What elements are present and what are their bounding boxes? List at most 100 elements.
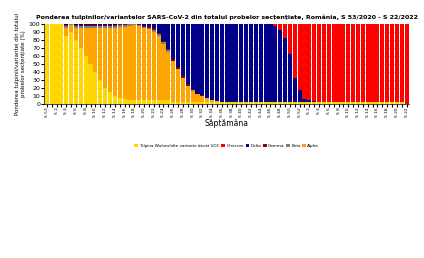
Bar <box>142 28 146 100</box>
Bar <box>225 24 229 102</box>
Bar <box>190 24 195 89</box>
Bar <box>171 59 175 61</box>
Bar <box>302 24 307 99</box>
Bar <box>346 102 350 104</box>
Bar <box>288 54 292 102</box>
Bar <box>118 27 122 98</box>
Bar <box>64 24 68 25</box>
Bar <box>317 24 321 102</box>
Bar <box>176 102 180 104</box>
Bar <box>220 24 224 102</box>
Bar <box>147 28 151 29</box>
Bar <box>210 102 214 104</box>
Bar <box>249 24 253 102</box>
Bar <box>123 24 127 25</box>
Bar <box>166 100 170 104</box>
Bar <box>205 24 209 98</box>
Bar <box>356 102 360 104</box>
Bar <box>215 24 219 101</box>
Bar <box>195 102 200 104</box>
Bar <box>166 49 170 50</box>
Bar <box>79 28 83 48</box>
Bar <box>176 67 180 69</box>
Bar <box>123 27 127 99</box>
Bar <box>113 96 117 104</box>
Bar <box>54 24 59 104</box>
Bar <box>195 24 200 94</box>
Bar <box>84 56 88 104</box>
Bar <box>142 27 146 28</box>
Bar <box>400 24 404 102</box>
Bar <box>273 24 277 26</box>
Bar <box>74 28 78 40</box>
Bar <box>152 28 156 30</box>
Bar <box>147 29 151 100</box>
Bar <box>327 24 331 102</box>
Bar <box>89 28 92 64</box>
Bar <box>93 26 98 28</box>
Bar <box>152 30 156 32</box>
Bar <box>93 72 98 104</box>
Bar <box>395 24 399 102</box>
Bar <box>186 86 190 102</box>
Bar <box>162 100 165 104</box>
Bar <box>113 28 117 96</box>
Bar <box>312 101 316 102</box>
Bar <box>123 25 127 27</box>
Bar <box>103 24 107 25</box>
Bar <box>108 26 112 28</box>
Bar <box>127 26 131 100</box>
Bar <box>89 24 92 25</box>
Bar <box>127 24 131 25</box>
Bar <box>268 102 273 104</box>
Bar <box>64 36 68 104</box>
Bar <box>263 24 268 102</box>
Bar <box>79 26 83 28</box>
Bar <box>118 25 122 27</box>
Bar <box>162 42 165 44</box>
Bar <box>336 102 340 104</box>
Bar <box>171 24 175 59</box>
Bar <box>156 34 161 36</box>
Bar <box>302 102 307 104</box>
Bar <box>190 91 195 102</box>
Bar <box>69 25 73 32</box>
Bar <box>244 24 248 102</box>
Bar <box>365 24 370 102</box>
Bar <box>268 24 273 25</box>
Bar <box>307 100 311 102</box>
Bar <box>390 24 394 102</box>
Bar <box>186 84 190 86</box>
Bar <box>152 32 156 100</box>
Bar <box>84 26 88 28</box>
Bar <box>234 102 238 104</box>
Bar <box>249 102 253 104</box>
Bar <box>259 102 263 104</box>
Bar <box>273 26 277 102</box>
Bar <box>132 25 137 100</box>
Bar <box>113 24 117 25</box>
Bar <box>332 102 336 104</box>
Bar <box>137 100 141 104</box>
Bar <box>147 26 151 28</box>
Bar <box>79 25 83 26</box>
Bar <box>162 44 165 100</box>
Bar <box>365 102 370 104</box>
Bar <box>225 102 229 104</box>
Bar <box>380 102 384 104</box>
Bar <box>186 24 190 84</box>
Bar <box>137 24 141 25</box>
Bar <box>74 40 78 104</box>
Bar <box>200 24 204 95</box>
Bar <box>118 24 122 25</box>
Bar <box>239 102 243 104</box>
Bar <box>103 25 107 26</box>
Bar <box>263 102 268 104</box>
Bar <box>229 102 234 104</box>
Legend: Tulpina Wuhan/alte variante decât VOC, Omicron, Delta, Gamma, Beta, Alpha: Tulpina Wuhan/alte variante decât VOC, O… <box>134 144 320 149</box>
Bar <box>205 99 209 102</box>
Title: Ponderea tulpinilor/variantelor SARS-CoV-2 din totalul probelor secțențiate, Rom: Ponderea tulpinilor/variantelor SARS-CoV… <box>36 15 418 20</box>
Bar <box>283 24 287 38</box>
Bar <box>142 100 146 104</box>
Bar <box>341 102 346 104</box>
